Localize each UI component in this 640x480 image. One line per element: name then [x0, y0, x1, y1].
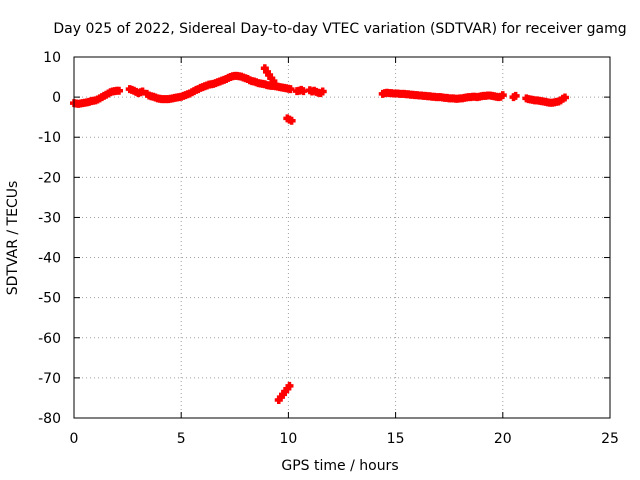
data-point [115, 86, 124, 95]
x-tick-label: 25 [601, 431, 619, 447]
data-point [269, 77, 278, 86]
data-point [285, 381, 294, 390]
y-tick-label: -20 [38, 170, 61, 186]
data-point [286, 85, 295, 94]
y-tick-label: -40 [38, 251, 61, 267]
y-tick-label: -60 [38, 331, 61, 347]
data-point [287, 116, 296, 125]
chart-title: Day 025 of 2022, Sidereal Day-to-day VTE… [53, 21, 626, 37]
x-axis-label: GPS time / hours [281, 458, 398, 474]
data-point [498, 91, 507, 100]
y-tick-label: -50 [38, 291, 61, 307]
grid-lines [74, 57, 610, 418]
data-points [70, 64, 569, 404]
y-tick-label: 10 [43, 50, 61, 66]
x-tick-label: 15 [387, 431, 405, 447]
plot-frame [73, 56, 611, 419]
y-tick-label: -70 [38, 371, 61, 387]
x-tick-label: 20 [494, 431, 512, 447]
y-tick-label: -10 [38, 130, 61, 146]
data-point [318, 87, 327, 96]
axis-ticks [73, 56, 611, 419]
tick-labels: 0 5 10 15 20 25 10 0 -10 -20 -30 -40 -50 -60 -70 -80 [38, 50, 619, 447]
y-tick-label: 0 [52, 90, 61, 106]
y-axis-label: SDTVAR / TECUs [5, 181, 21, 296]
data-point [560, 93, 569, 102]
x-tick-label: 10 [279, 431, 297, 447]
x-tick-label: 0 [70, 431, 79, 447]
y-tick-label: -80 [38, 411, 61, 427]
y-tick-label: -30 [38, 210, 61, 226]
x-tick-label: 5 [177, 431, 186, 447]
data-point [511, 91, 520, 100]
